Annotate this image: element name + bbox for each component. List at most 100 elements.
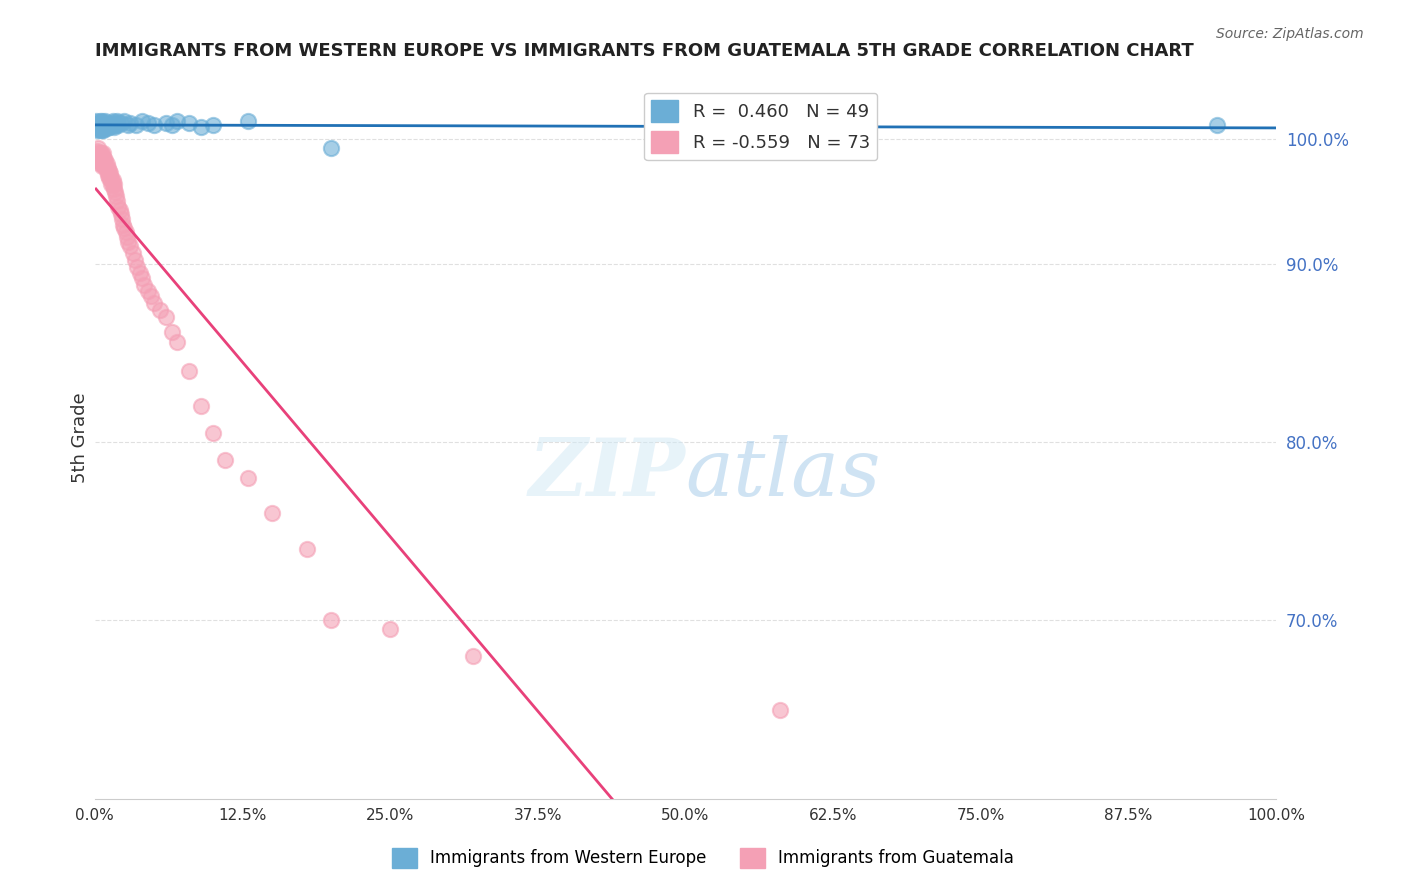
Point: [84, 146, 107, 161]
Point: [124, 253, 146, 268]
Point: [190, 400, 212, 414]
Point: [96, 121, 118, 136]
Point: [87, 121, 110, 136]
Point: [110, 116, 132, 130]
Point: [97, 161, 120, 175]
Point: [155, 310, 177, 325]
Point: [89, 118, 111, 132]
Text: Source: ZipAtlas.com: Source: ZipAtlas.com: [1216, 27, 1364, 41]
Point: [214, 453, 236, 467]
Point: [90, 121, 112, 136]
Legend: Immigrants from Western Europe, Immigrants from Guatemala: Immigrants from Western Europe, Immigran…: [385, 841, 1021, 875]
Point: [101, 118, 124, 132]
Point: [136, 284, 159, 298]
Y-axis label: 5th Grade: 5th Grade: [72, 392, 89, 483]
Point: [117, 235, 139, 250]
Point: [89, 123, 111, 137]
Point: [179, 116, 201, 130]
Point: [86, 118, 108, 132]
Point: [101, 173, 124, 187]
Point: [160, 118, 183, 132]
Point: [769, 703, 792, 717]
Point: [94, 153, 117, 168]
Point: [141, 289, 163, 303]
Point: [93, 116, 115, 130]
Point: [103, 177, 125, 191]
Point: [166, 335, 188, 350]
Point: [104, 118, 127, 132]
Point: [107, 200, 129, 214]
Text: IMMIGRANTS FROM WESTERN EUROPE VS IMMIGRANTS FROM GUATEMALA 5TH GRADE CORRELATIO: IMMIGRANTS FROM WESTERN EUROPE VS IMMIGR…: [94, 42, 1194, 60]
Point: [136, 116, 159, 130]
Point: [93, 120, 115, 134]
Point: [101, 178, 124, 193]
Point: [121, 246, 143, 260]
Point: [91, 153, 114, 168]
Point: [1206, 118, 1229, 132]
Point: [84, 114, 107, 128]
Point: [104, 186, 127, 200]
Point: [87, 153, 110, 168]
Point: [112, 114, 135, 128]
Point: [111, 212, 134, 227]
Legend: R =  0.460   N = 49, R = -0.559   N = 73: R = 0.460 N = 49, R = -0.559 N = 73: [644, 93, 877, 161]
Point: [155, 116, 177, 130]
Point: [120, 239, 142, 253]
Point: [260, 507, 283, 521]
Point: [96, 164, 118, 178]
Point: [112, 218, 135, 232]
Point: [91, 118, 114, 132]
Point: [96, 157, 118, 171]
Point: [142, 296, 165, 310]
Point: [97, 118, 120, 132]
Point: [98, 166, 121, 180]
Point: [114, 225, 136, 239]
Point: [91, 123, 114, 137]
Point: [131, 114, 153, 128]
Point: [98, 171, 121, 186]
Point: [89, 150, 111, 164]
Point: [101, 114, 124, 128]
Point: [115, 230, 138, 244]
Point: [93, 157, 115, 171]
Point: [90, 114, 112, 128]
Point: [89, 146, 111, 161]
Point: [108, 203, 131, 218]
Point: [201, 426, 224, 441]
Point: [112, 221, 135, 235]
Point: [86, 145, 108, 159]
Point: [89, 114, 111, 128]
Point: [160, 325, 183, 339]
Point: [378, 623, 401, 637]
Point: [319, 141, 342, 155]
Point: [90, 159, 112, 173]
Point: [105, 194, 128, 209]
Point: [128, 266, 150, 280]
Point: [98, 120, 121, 134]
Point: [100, 177, 122, 191]
Point: [87, 116, 110, 130]
Point: [103, 182, 125, 196]
Point: [98, 164, 121, 178]
Point: [89, 153, 111, 168]
Point: [201, 118, 224, 132]
Point: [90, 153, 112, 168]
Point: [94, 159, 117, 173]
Point: [297, 542, 319, 557]
Point: [134, 278, 156, 293]
Point: [319, 614, 342, 628]
Point: [87, 148, 110, 162]
Point: [90, 148, 112, 162]
Point: [105, 116, 128, 130]
Point: [117, 118, 139, 132]
Point: [90, 116, 112, 130]
Point: [461, 649, 484, 664]
Point: [238, 114, 260, 128]
Point: [87, 141, 110, 155]
Point: [93, 152, 115, 166]
Point: [90, 120, 112, 134]
Point: [90, 120, 112, 134]
Point: [238, 471, 260, 485]
Point: [86, 123, 108, 137]
Point: [103, 120, 125, 134]
